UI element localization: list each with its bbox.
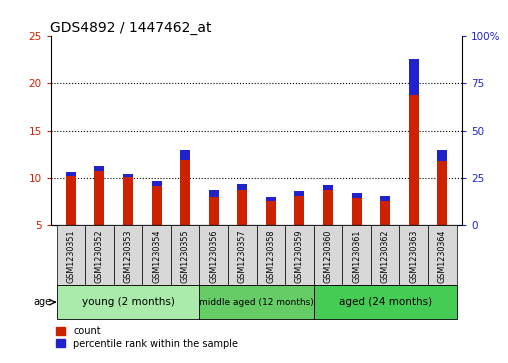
- Bar: [314, 285, 457, 319]
- Text: GSM1230363: GSM1230363: [409, 230, 418, 283]
- Bar: [171, 225, 200, 285]
- Text: GSM1230352: GSM1230352: [95, 230, 104, 284]
- Bar: [409, 59, 419, 225]
- Text: middle aged (12 months): middle aged (12 months): [199, 298, 314, 307]
- Bar: [257, 225, 285, 285]
- Text: GSM1230351: GSM1230351: [67, 230, 75, 284]
- Text: GSM1230357: GSM1230357: [238, 230, 247, 284]
- Bar: [66, 172, 76, 175]
- Text: GSM1230364: GSM1230364: [438, 230, 447, 283]
- Bar: [85, 225, 114, 285]
- Bar: [266, 197, 276, 201]
- Text: GSM1230353: GSM1230353: [123, 230, 133, 284]
- Text: GSM1230354: GSM1230354: [152, 230, 161, 284]
- Text: GDS4892 / 1447462_at: GDS4892 / 1447462_at: [50, 21, 212, 35]
- Bar: [151, 181, 162, 186]
- Bar: [142, 225, 171, 285]
- Bar: [428, 225, 457, 285]
- Text: GSM1230362: GSM1230362: [380, 230, 390, 284]
- Bar: [380, 196, 390, 225]
- Bar: [342, 225, 371, 285]
- Text: GSM1230355: GSM1230355: [181, 230, 189, 284]
- Bar: [94, 166, 104, 225]
- Bar: [409, 59, 419, 95]
- Bar: [180, 151, 190, 225]
- Bar: [323, 185, 333, 225]
- Bar: [228, 225, 257, 285]
- Text: aged (24 months): aged (24 months): [338, 297, 432, 307]
- Bar: [352, 193, 362, 225]
- Bar: [209, 190, 218, 225]
- Text: GSM1230356: GSM1230356: [209, 230, 218, 284]
- Bar: [56, 285, 199, 319]
- Text: GSM1230360: GSM1230360: [324, 230, 332, 283]
- Text: age: age: [33, 297, 51, 307]
- Bar: [371, 225, 399, 285]
- Bar: [180, 151, 190, 160]
- Bar: [237, 184, 247, 225]
- Bar: [314, 225, 342, 285]
- Text: GSM1230358: GSM1230358: [266, 230, 275, 284]
- Bar: [380, 196, 390, 200]
- Bar: [437, 150, 447, 161]
- Bar: [94, 166, 104, 171]
- Text: GSM1230359: GSM1230359: [295, 230, 304, 284]
- Bar: [323, 185, 333, 190]
- Bar: [56, 225, 85, 285]
- Bar: [399, 225, 428, 285]
- Bar: [123, 174, 133, 225]
- Bar: [66, 172, 76, 225]
- Bar: [295, 191, 304, 196]
- Bar: [123, 174, 133, 177]
- Bar: [266, 197, 276, 225]
- Bar: [209, 190, 218, 197]
- Text: young (2 months): young (2 months): [81, 297, 174, 307]
- Bar: [295, 191, 304, 225]
- Bar: [237, 184, 247, 190]
- Bar: [285, 225, 313, 285]
- Bar: [151, 181, 162, 225]
- Bar: [437, 150, 447, 225]
- Bar: [199, 285, 314, 319]
- Legend: count, percentile rank within the sample: count, percentile rank within the sample: [56, 326, 238, 348]
- Text: GSM1230361: GSM1230361: [352, 230, 361, 283]
- Bar: [199, 225, 228, 285]
- Bar: [352, 193, 362, 198]
- Bar: [114, 225, 142, 285]
